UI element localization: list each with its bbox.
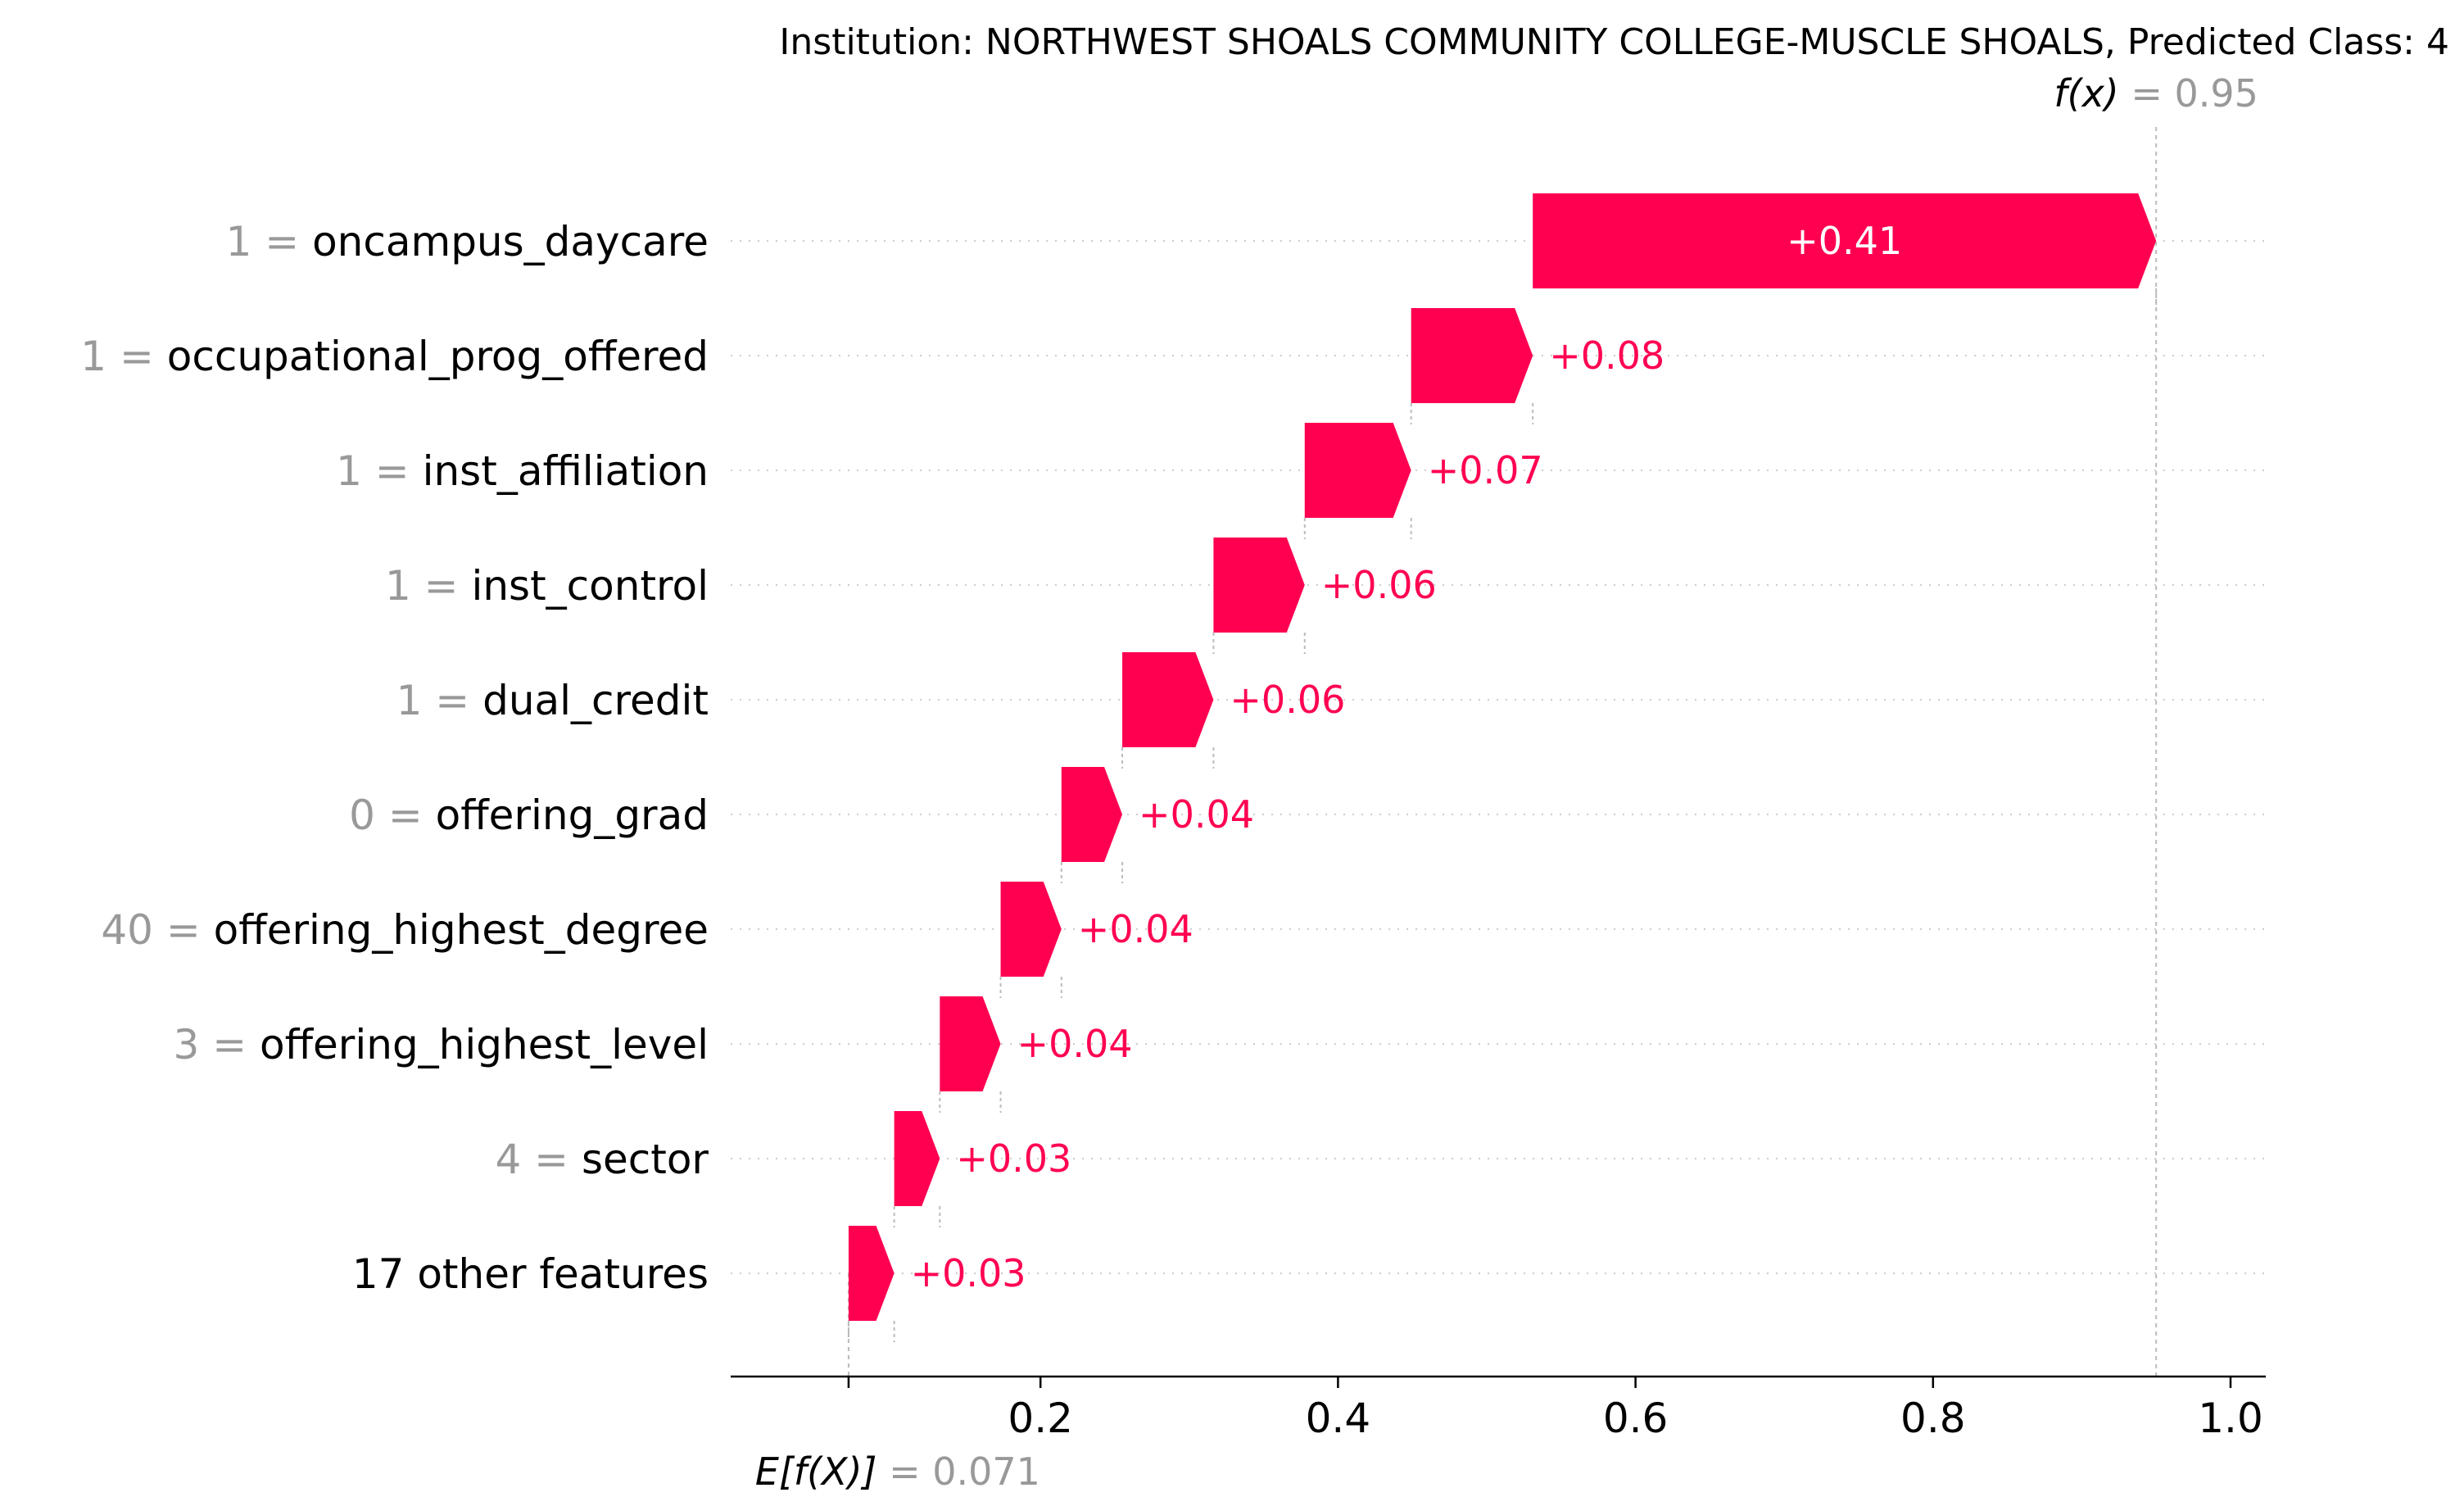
feature-label: 1 = oncampus_daycare: [226, 218, 709, 265]
contribution-label: +0.04: [1017, 1022, 1133, 1066]
feature-value: 1 =: [336, 447, 423, 495]
feature-name: inst_affiliation: [423, 447, 709, 495]
feature-label: 40 = offering_highest_degree: [101, 906, 709, 954]
x-tick-label: 0.2: [1008, 1395, 1073, 1442]
feature-label: 3 = offering_highest_level: [174, 1021, 709, 1068]
contribution-label: +0.03: [911, 1251, 1026, 1295]
x-tick-label: 0.8: [1900, 1395, 1966, 1442]
feature-name: oncampus_daycare: [312, 218, 709, 265]
contribution-bar: [1122, 652, 1214, 747]
contribution-label: +0.04: [1078, 907, 1194, 951]
contribution-label: +0.07: [1428, 448, 1543, 492]
feature-value: 1 =: [385, 562, 472, 610]
feature-name: offering_highest_level: [260, 1021, 709, 1068]
contribution-bar: [848, 1226, 895, 1321]
feature-value: 4 =: [495, 1136, 582, 1183]
x-tick-label: 1.0: [2198, 1395, 2263, 1442]
feature-label: 17 other features: [352, 1250, 709, 1298]
contribution-bar: [940, 996, 1001, 1091]
contribution-label: +0.08: [1549, 333, 1665, 378]
feature-name: occupational_prog_offered: [167, 333, 709, 380]
contribution-bar: [1213, 538, 1305, 633]
feature-label: 1 = inst_affiliation: [336, 447, 709, 495]
feature-label: 4 = sector: [495, 1136, 709, 1183]
base-value-annotation: E[f(X)] = 0.071: [755, 1449, 1040, 1494]
contribution-bar: [1304, 423, 1411, 518]
feature-label: 1 = occupational_prog_offered: [80, 333, 709, 380]
contribution-bar: [1411, 308, 1533, 403]
feature-name: inst_control: [471, 562, 709, 610]
feature-value: 3 =: [174, 1021, 260, 1068]
x-axis: 0.2 0.4 0.6 0.8 1.0: [731, 1375, 2266, 1442]
output-value-annotation: f(x) = 0.95: [2054, 71, 2258, 116]
contribution-label: +0.06: [1321, 563, 1437, 607]
feature-value: 0 =: [349, 792, 436, 839]
feature-name: sector: [582, 1136, 709, 1183]
feature-value: 40 =: [101, 906, 213, 954]
feature-value: 1 =: [226, 218, 313, 265]
feature-value: 1 =: [80, 333, 167, 380]
contribution-bar: [1533, 193, 2157, 288]
contribution-bar: [1000, 882, 1062, 977]
feature-name: dual_credit: [482, 677, 709, 724]
feature-label: 0 = offering_grad: [349, 792, 709, 839]
annotation-layer: f(x) = 0.95 E[f(X)] = 0.071: [755, 71, 2258, 1494]
feature-label: 1 = dual_credit: [396, 677, 709, 724]
feature-label: 1 = inst_control: [385, 562, 709, 610]
feature-name: offering_grad: [436, 792, 709, 839]
feature-name: offering_highest_degree: [214, 906, 709, 954]
x-tick-label: 0.6: [1603, 1395, 1669, 1442]
bar-layer: +0.41 +0.08 +0.07 +0.06 +0.06 +0.04 +0.04 +0.04…: [848, 193, 2157, 1321]
contribution-bar: [894, 1111, 940, 1206]
feature-name: 17 other features: [352, 1250, 709, 1298]
contribution-label: +0.41: [1787, 219, 1902, 263]
contribution-bar: [1061, 767, 1123, 862]
feature-value: 1 =: [396, 677, 483, 724]
x-tick-label: 0.4: [1306, 1395, 1371, 1442]
contribution-label: +0.06: [1230, 678, 1345, 722]
contribution-label: +0.04: [1139, 792, 1254, 837]
contribution-label: +0.03: [956, 1136, 1071, 1181]
chart-title: Institution: NORTHWEST SHOALS COMMUNITY …: [779, 21, 2449, 63]
